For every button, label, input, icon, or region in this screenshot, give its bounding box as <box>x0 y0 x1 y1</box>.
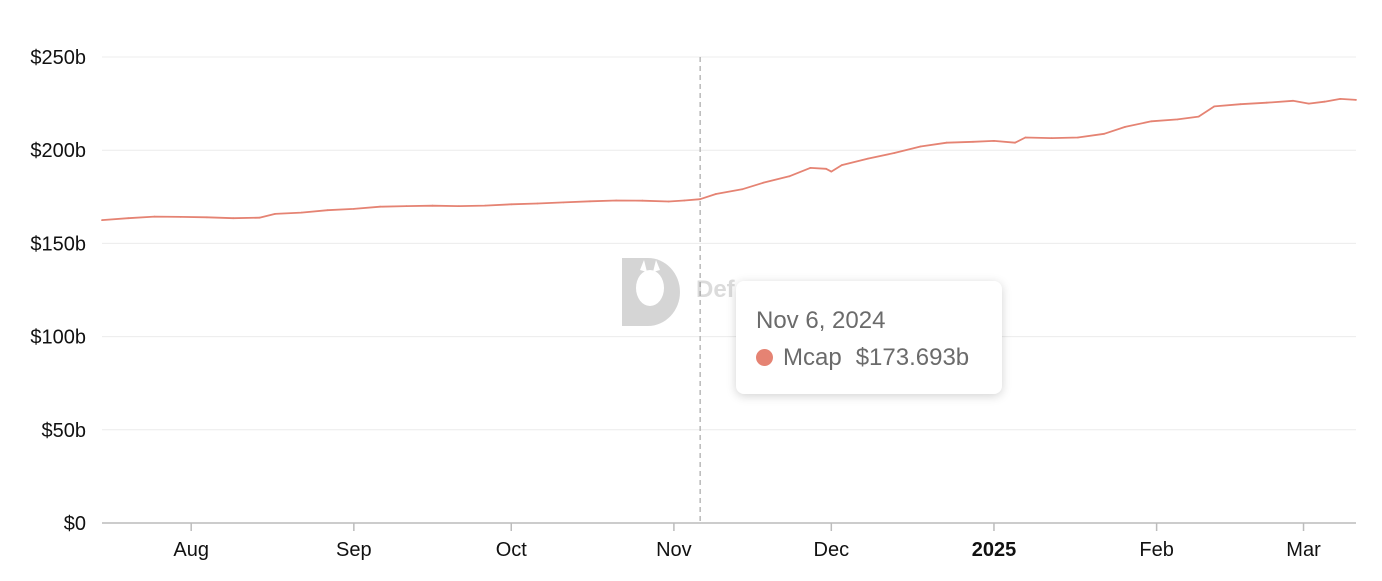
x-tick-label: Oct <box>496 539 528 561</box>
data-point <box>232 217 235 220</box>
data-point <box>788 175 791 178</box>
data-point <box>919 145 922 148</box>
x-tick-label: Dec <box>814 539 850 561</box>
data-point <box>1077 136 1079 139</box>
x-tick-label: Mar <box>1286 539 1321 561</box>
data-point <box>1124 126 1126 128</box>
data-point <box>1323 100 1326 103</box>
data-point <box>1103 132 1106 135</box>
data-point <box>893 152 896 154</box>
data-point <box>326 209 329 212</box>
data-point <box>352 208 355 210</box>
y-tick-label: $100b <box>30 327 86 349</box>
data-point <box>457 205 460 208</box>
y-tick-label: $200b <box>30 140 86 162</box>
y-tick-label: $250b <box>30 47 86 69</box>
data-point <box>809 167 812 169</box>
data-point <box>825 167 827 170</box>
data-point <box>484 204 486 207</box>
data-point <box>510 203 513 206</box>
data-point <box>641 199 644 202</box>
data-point <box>379 205 381 208</box>
grid-lines <box>102 56 1356 431</box>
watermark: Def <box>618 254 748 328</box>
series-layer <box>101 98 1357 222</box>
data-point <box>536 202 539 205</box>
data-point <box>153 215 156 218</box>
x-tick-label: 2025 <box>972 539 1017 561</box>
data-point <box>1050 137 1053 140</box>
tooltip-date: Nov 6, 2024 <box>756 307 886 334</box>
llama-logo-icon <box>622 258 680 326</box>
data-point <box>1355 99 1357 101</box>
data-point <box>258 216 261 219</box>
data-point <box>667 200 670 203</box>
x-tick-label: Sep <box>336 539 372 561</box>
data-point <box>589 200 591 203</box>
data-point <box>683 199 686 202</box>
series-color-dot <box>756 349 773 366</box>
data-point <box>562 201 565 204</box>
data-point <box>300 211 303 214</box>
data-point <box>715 193 717 195</box>
data-point <box>699 198 701 201</box>
y-tick-label: $150b <box>30 233 86 255</box>
data-point <box>840 164 843 167</box>
data-point <box>127 217 130 220</box>
y-tick-label: $0 <box>64 513 86 535</box>
x-tick-label: Feb <box>1139 539 1173 561</box>
data-point <box>405 205 408 208</box>
data-point <box>1150 120 1153 123</box>
data-point <box>1265 101 1268 104</box>
x-tick-label: Aug <box>173 539 209 561</box>
y-tick-label: $50b <box>42 420 87 442</box>
x-axis: Aug Sep Oct Nov Dec 2025 Feb Mar <box>102 522 1356 561</box>
data-point <box>101 219 103 222</box>
data-point <box>206 216 208 219</box>
tooltip-value: $173.693b <box>855 344 970 371</box>
data-point <box>830 170 833 173</box>
data-point <box>1197 115 1200 118</box>
data-point <box>1176 118 1179 121</box>
tooltip-series-row: Mcap $173.693b <box>756 344 969 372</box>
series-line-mcap <box>101 98 1357 221</box>
data-point <box>274 213 276 215</box>
watermark-text: Def <box>696 276 735 303</box>
data-point <box>1024 136 1027 139</box>
data-point <box>945 141 948 144</box>
x-tick-label: Nov <box>656 539 692 561</box>
data-point <box>1014 141 1016 144</box>
data-point <box>431 204 434 207</box>
data-point <box>1307 102 1310 105</box>
data-point <box>179 216 182 218</box>
data-point <box>1239 103 1242 106</box>
data-point <box>615 199 618 202</box>
data-point <box>762 181 764 184</box>
data-point <box>972 140 974 143</box>
data-point <box>1339 98 1342 100</box>
data-point <box>1213 105 1216 108</box>
data-point <box>993 140 995 142</box>
chart-tooltip: Nov 6, 2024 Mcap $173.693b <box>736 281 1002 394</box>
data-point <box>741 188 743 191</box>
y-axis: $0 $50b $100b $150b $200b $250b <box>30 47 86 535</box>
data-point <box>867 157 869 160</box>
data-point <box>1292 99 1294 102</box>
tooltip-series-name: Mcap <box>783 344 842 371</box>
